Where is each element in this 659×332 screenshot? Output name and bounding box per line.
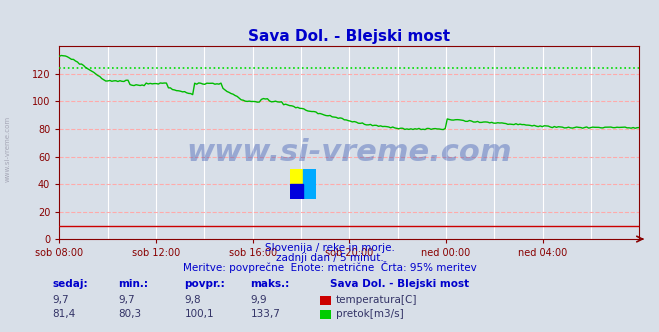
Text: povpr.:: povpr.: bbox=[185, 279, 225, 289]
Text: min.:: min.: bbox=[119, 279, 149, 289]
Text: 9,7: 9,7 bbox=[119, 295, 135, 305]
Text: zadnji dan / 5 minut.: zadnji dan / 5 minut. bbox=[275, 253, 384, 263]
Text: 9,7: 9,7 bbox=[53, 295, 69, 305]
Bar bbox=[303, 169, 316, 199]
Text: Meritve: povprečne  Enote: metrične  Črta: 95% meritev: Meritve: povprečne Enote: metrične Črta:… bbox=[183, 261, 476, 273]
Text: pretok[m3/s]: pretok[m3/s] bbox=[336, 309, 404, 319]
Text: sedaj:: sedaj: bbox=[53, 279, 88, 289]
Text: 9,8: 9,8 bbox=[185, 295, 201, 305]
Text: 133,7: 133,7 bbox=[250, 309, 280, 319]
Text: www.si-vreme.com: www.si-vreme.com bbox=[5, 116, 11, 183]
Text: www.si-vreme.com: www.si-vreme.com bbox=[186, 138, 512, 167]
Text: maks.:: maks.: bbox=[250, 279, 290, 289]
Text: Sava Dol. - Blejski most: Sava Dol. - Blejski most bbox=[330, 279, 469, 289]
Text: 80,3: 80,3 bbox=[119, 309, 142, 319]
Text: 81,4: 81,4 bbox=[53, 309, 76, 319]
Text: temperatura[C]: temperatura[C] bbox=[336, 295, 418, 305]
Bar bbox=[290, 184, 303, 199]
Bar bbox=[290, 169, 303, 199]
Text: 100,1: 100,1 bbox=[185, 309, 214, 319]
Title: Sava Dol. - Blejski most: Sava Dol. - Blejski most bbox=[248, 29, 450, 44]
Text: 9,9: 9,9 bbox=[250, 295, 267, 305]
Text: Slovenija / reke in morje.: Slovenija / reke in morje. bbox=[264, 243, 395, 253]
